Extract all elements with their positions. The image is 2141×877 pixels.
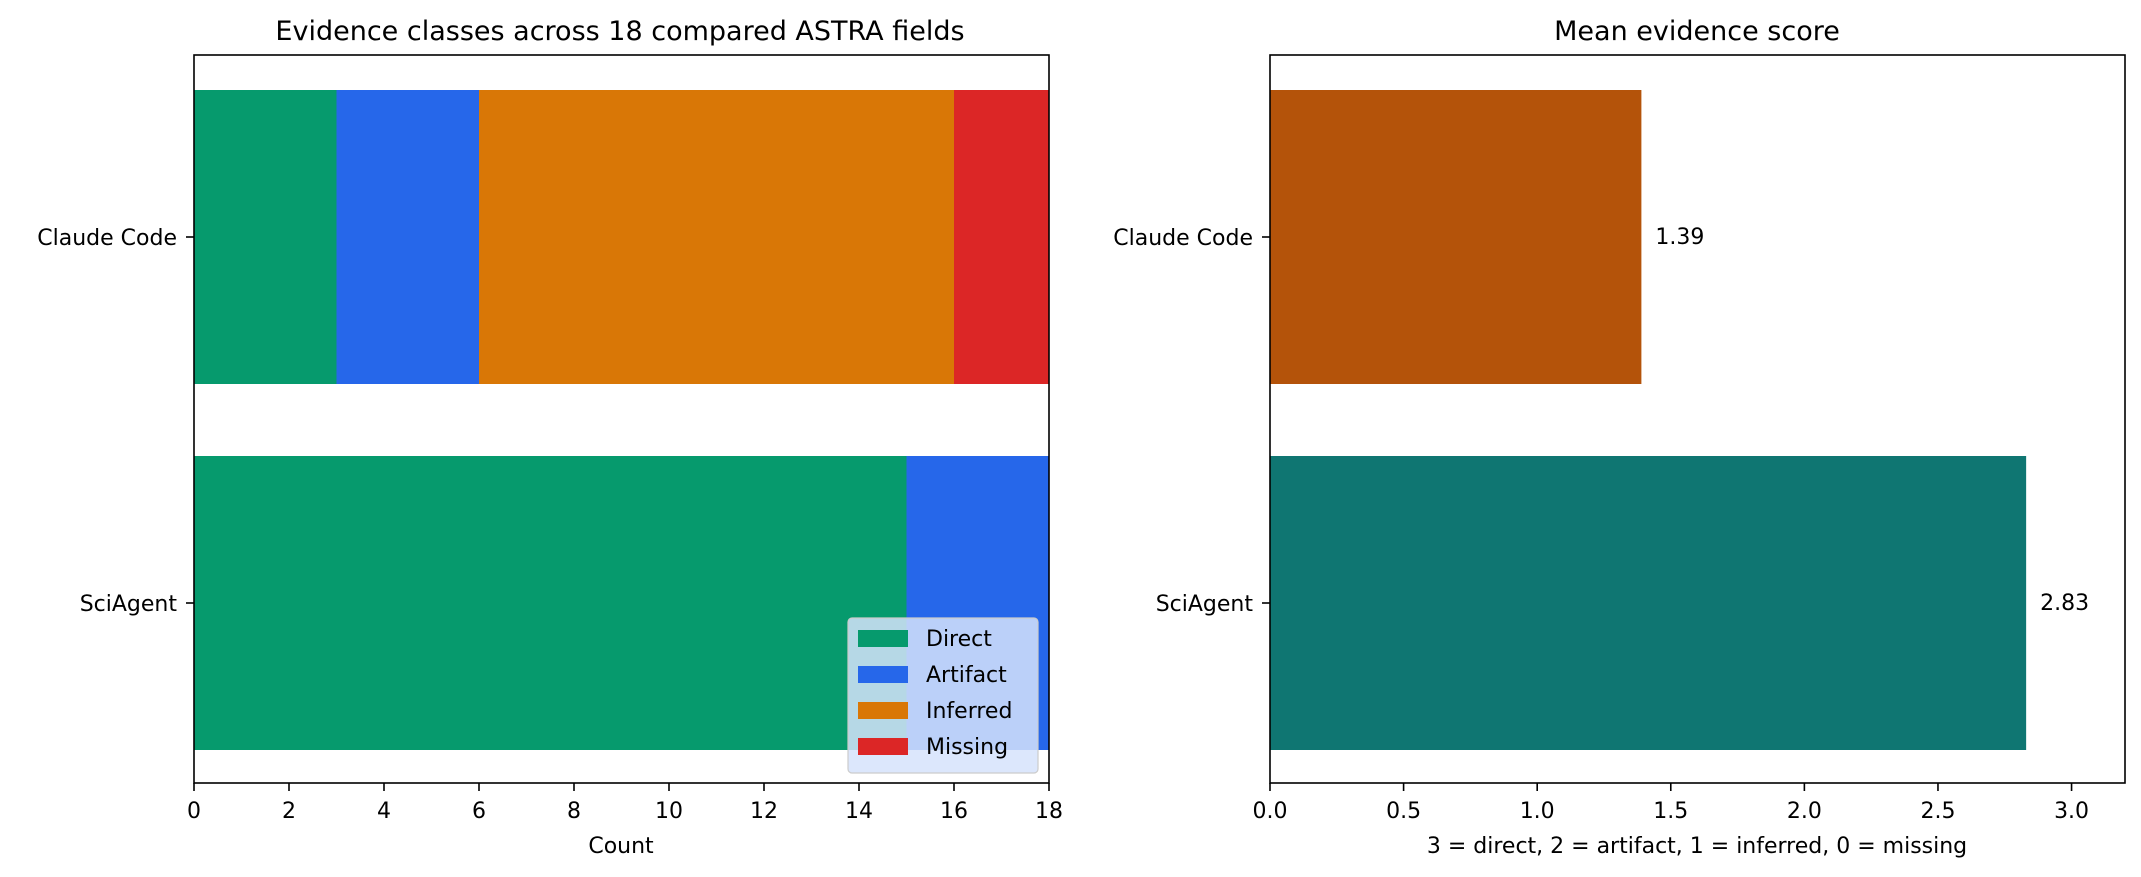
mean-score-bar-chart: Mean evidence score Claude CodeSciAgent … bbox=[1113, 16, 2126, 859]
data-labels: 1.39 2.83 bbox=[1655, 225, 2089, 616]
legend-box bbox=[847, 617, 1039, 774]
x-tick-label: 2 bbox=[282, 799, 296, 824]
bar-claude-code-artifact bbox=[336, 90, 479, 384]
bar-sciagent bbox=[1270, 456, 2027, 750]
x-tick-label: 2.0 bbox=[1787, 799, 1822, 824]
x-tick-label: 1.0 bbox=[1520, 799, 1555, 824]
x-axis-label: Count bbox=[588, 834, 654, 859]
legend-swatch-inferred bbox=[858, 702, 908, 719]
bar-claude-code-direct bbox=[194, 90, 337, 384]
y-axis: Claude Code SciAgent bbox=[1113, 226, 1270, 617]
chart-title: Evidence classes across 18 compared ASTR… bbox=[275, 16, 964, 47]
legend-label-inferred: Inferred bbox=[926, 699, 1012, 724]
plot-frame bbox=[1269, 54, 2126, 784]
legend-swatch-artifact bbox=[858, 666, 908, 683]
x-tick-label: 3.0 bbox=[2054, 799, 2089, 824]
legend-label-artifact: Artifact bbox=[926, 663, 1007, 688]
chart-title: Mean evidence score bbox=[1554, 16, 1840, 47]
x-tick-label: 0 bbox=[187, 799, 201, 824]
x-tick-label: 12 bbox=[750, 799, 778, 824]
legend-label-direct: Direct bbox=[926, 627, 992, 652]
bar-claude-code-inferred bbox=[479, 90, 954, 384]
y-tick-label: Claude Code bbox=[1113, 226, 1253, 251]
x-tick-label: 8 bbox=[567, 799, 581, 824]
bars bbox=[1270, 90, 2027, 750]
y-tick-label: SciAgent bbox=[1156, 592, 1254, 617]
legend-swatch-direct bbox=[858, 630, 908, 647]
data-label-claude-code: 1.39 bbox=[1655, 225, 1704, 250]
x-axis-label: 3 = direct, 2 = artifact, 1 = inferred, … bbox=[1427, 834, 1967, 859]
x-tick-label: 1.5 bbox=[1653, 799, 1688, 824]
data-label-sciagent: 2.83 bbox=[2040, 591, 2089, 616]
bar-sciagent-direct bbox=[194, 456, 907, 750]
x-tick-label: 4 bbox=[377, 799, 391, 824]
bar-claude-code bbox=[1270, 90, 1642, 384]
bar-claude-code-missing bbox=[954, 90, 1049, 384]
bars bbox=[194, 90, 1049, 750]
x-tick-label: 0.0 bbox=[1253, 799, 1288, 824]
x-tick-label: 6 bbox=[472, 799, 486, 824]
x-tick-label: 2.5 bbox=[1920, 799, 1955, 824]
y-tick-label: SciAgent bbox=[80, 592, 178, 617]
stacked-bar-chart: Evidence classes across 18 compared ASTR… bbox=[37, 16, 1063, 859]
plot-frame bbox=[193, 54, 1050, 784]
x-axis: 0.0 0.5 1.0 1.5 2.0 2.5 3.0 bbox=[1253, 783, 2089, 824]
x-axis: 0 2 4 6 8 10 12 14 16 18 bbox=[187, 783, 1063, 824]
legend[interactable]: Direct Artifact Inferred Missing bbox=[847, 617, 1039, 774]
x-tick-label: 10 bbox=[655, 799, 683, 824]
x-tick-label: 16 bbox=[940, 799, 968, 824]
x-tick-label: 18 bbox=[1035, 799, 1063, 824]
x-tick-label: 0.5 bbox=[1386, 799, 1421, 824]
x-tick-label: 14 bbox=[845, 799, 873, 824]
y-tick-label: Claude Code bbox=[37, 226, 177, 251]
y-axis: Claude Code SciAgent bbox=[37, 226, 194, 617]
legend-label-missing: Missing bbox=[926, 735, 1008, 760]
legend-swatch-missing bbox=[858, 738, 908, 755]
